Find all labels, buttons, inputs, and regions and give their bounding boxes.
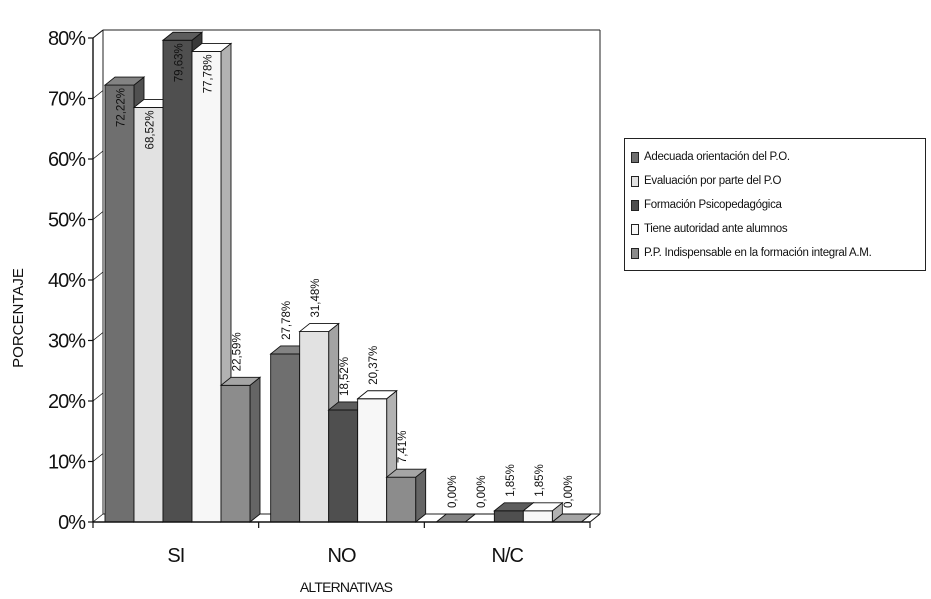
data-label: 0,00% [476, 475, 488, 508]
legend: Adecuada orientación del P.O. Evaluación … [624, 138, 926, 271]
y-axis: 0% 10% 20% 30% 40% 50% 60% 70% 80% [48, 28, 104, 534]
legend-item: Evaluación por parte del P.O [631, 169, 925, 193]
x-axis-title: ALTERNATIVAS [300, 579, 393, 595]
y-tick-label: 80% [48, 28, 86, 50]
legend-item: Tiene autoridad ante alumnos [631, 217, 925, 241]
y-tick-depth [92, 332, 104, 341]
y-tick-depth [92, 271, 104, 281]
legend-label: Formación Psicopedagógica [644, 199, 782, 211]
data-label: 7,41% [397, 431, 409, 464]
data-label: 1,85% [534, 464, 546, 497]
data-label: 22,59% [232, 332, 244, 371]
legend-label: P.P. Indispensable en la formación integ… [644, 247, 872, 259]
y-tick-label: 20% [48, 391, 86, 413]
bar [219, 376, 262, 523]
y-tick-depth [92, 90, 104, 99]
data-label: 1,85% [505, 464, 517, 497]
legend-swatch [631, 247, 639, 259]
legend-item: Formación Psicopedagógica [631, 193, 925, 217]
y-tick-depth [92, 453, 104, 462]
y-tick-label: 0% [58, 512, 86, 534]
y-tick-depth [92, 513, 104, 523]
legend-swatch [631, 223, 639, 235]
legend-label: Tiene autoridad ante alumnos [644, 223, 788, 235]
y-tick-label: 40% [48, 270, 86, 292]
y-axis-title: PORCENTAJE [10, 268, 27, 368]
bars: 72,22% 27,78% 0,00% 68,52% 31,48% 0,00% 79,63%… [103, 31, 593, 523]
data-label: 68,52% [145, 110, 157, 149]
x-tick-label: SI [167, 545, 184, 567]
data-label: 0,00% [563, 475, 575, 508]
data-label: 27,78% [281, 301, 293, 340]
data-label: 18,52% [339, 357, 351, 396]
y-tick-label: 50% [48, 210, 86, 232]
y-tick-depth [92, 211, 104, 220]
legend-swatch [631, 175, 639, 187]
legend-item: P.P. Indispensable en la formación integ… [631, 241, 925, 265]
x-tick-label: N/C [491, 545, 523, 567]
y-tick-label: 60% [48, 149, 86, 171]
x-axis: SI NO N/C [92, 513, 601, 567]
data-label: 72,22% [116, 88, 128, 127]
y-tick-label: 10% [48, 452, 86, 474]
legend-swatch [631, 151, 639, 163]
bar [385, 468, 427, 523]
legend-swatch [631, 199, 639, 211]
y-tick-label: 70% [48, 89, 86, 111]
data-label: 0,00% [447, 475, 459, 508]
y-tick-depth [92, 150, 104, 160]
y-tick-label: 30% [48, 331, 86, 353]
data-label: 79,63% [174, 43, 186, 82]
y-tick-depth [92, 29, 104, 39]
y-tick-depth [92, 392, 104, 402]
legend-label: Evaluación por parte del P.O [644, 175, 782, 187]
data-label: 77,78% [203, 54, 215, 93]
x-tick-label: NO [328, 545, 356, 567]
legend-label: Adecuada orientación del P.O. [644, 151, 790, 163]
data-label: 31,48% [310, 279, 322, 318]
data-label: 20,37% [368, 346, 380, 385]
legend-item: Adecuada orientación del P.O. [631, 145, 925, 169]
